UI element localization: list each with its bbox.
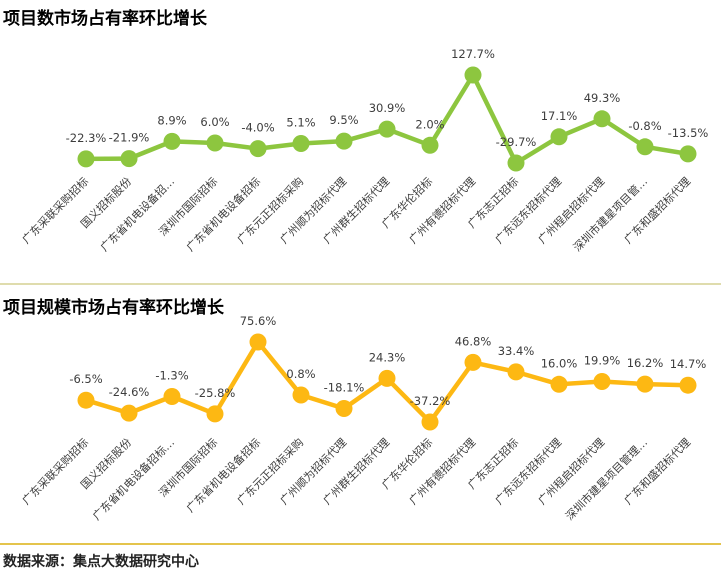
data-point-value-label: -6.5% <box>69 372 102 386</box>
data-point-value-label: 16.2% <box>627 356 664 370</box>
data-point-value-label: -13.5% <box>668 126 709 140</box>
data-point-value-label: 2.0% <box>415 117 444 131</box>
data-point-value-label: 30.9% <box>369 101 406 115</box>
project-count-chart-title: 项目数市场占有率环比增长 <box>3 9 207 29</box>
data-point-marker <box>679 376 697 394</box>
data-point-marker <box>421 413 439 431</box>
section-divider <box>0 283 721 285</box>
data-point-value-label: -37.2% <box>410 394 451 408</box>
data-point-value-label: 46.8% <box>455 334 492 348</box>
data-point-value-label: 75.6% <box>240 314 277 328</box>
data-point-value-label: 127.7% <box>451 47 495 61</box>
data-point-marker <box>550 375 568 393</box>
data-point-value-label: 17.1% <box>541 109 578 123</box>
data-point-marker <box>292 135 310 152</box>
category-axis-label: 深圳市建星项目管… <box>570 174 650 254</box>
category-axis-label: 广东采联采购招标 <box>19 435 91 507</box>
data-point-marker <box>636 138 654 156</box>
data-point-value-label: -25.8% <box>195 386 236 400</box>
data-point-value-label: 9.5% <box>329 113 358 127</box>
data-point-value-label: -4.0% <box>241 121 274 135</box>
project-scale-chart-section: 项目规模市场占有率环比增长 -6.5% 广东采联采购招标 -24.6% 国义招标股份 -… <box>0 285 721 543</box>
data-point-marker <box>206 134 224 152</box>
data-source-note: 数据来源：集点大数据研究中心 <box>3 554 199 570</box>
data-point-value-label: 24.3% <box>369 350 406 364</box>
data-point-value-label: 0.8% <box>286 367 315 381</box>
category-axis-label: 广东省机电设备招… <box>97 174 177 254</box>
data-point-marker <box>249 140 267 158</box>
data-point-marker <box>292 386 310 404</box>
data-point-marker <box>679 145 697 163</box>
data-point-marker <box>593 110 611 128</box>
data-point-marker <box>120 150 138 168</box>
category-axis-label: 广东省机电设备招标 <box>183 435 263 515</box>
data-point-marker <box>249 333 267 351</box>
category-axis-label: 深圳市建星项目管理… <box>562 435 650 523</box>
data-point-value-label: -29.7% <box>496 135 537 149</box>
data-point-value-label: -21.9% <box>109 131 150 145</box>
data-point-marker <box>464 353 482 371</box>
project-scale-line-chart: -6.5%广东采联采购招标-24.6%国义招标股份-1.3%广东省机电设备招标…… <box>19 314 707 523</box>
data-point-marker <box>507 363 525 381</box>
data-point-value-label: -18.1% <box>324 381 365 395</box>
data-point-marker <box>464 66 482 84</box>
project-scale-chart-title: 项目规模市场占有率环比增长 <box>3 298 224 318</box>
category-axis-label: 广东省机电设备招标 <box>183 174 263 254</box>
data-point-value-label: 16.0% <box>541 356 578 370</box>
data-point-value-label: 49.3% <box>584 91 621 105</box>
data-point-marker <box>206 405 224 423</box>
data-point-marker <box>378 120 396 138</box>
data-point-value-label: 5.1% <box>286 116 315 130</box>
data-point-value-label: -22.3% <box>66 131 107 145</box>
data-point-value-label: 19.9% <box>584 354 621 368</box>
data-point-value-label: 6.0% <box>200 115 229 129</box>
project-count-chart-section: 项目数市场占有率环比增长 -22.3% 广东采联采购招标 -21.9% 国义招标股份 8… <box>0 0 721 283</box>
data-point-marker <box>77 150 95 168</box>
data-point-marker <box>335 132 353 150</box>
data-point-value-label: -24.6% <box>109 385 150 399</box>
data-point-value-label: 33.4% <box>498 344 535 358</box>
data-point-marker <box>593 373 611 390</box>
data-point-marker <box>163 132 181 150</box>
data-point-marker <box>507 154 525 172</box>
data-point-marker <box>378 369 396 387</box>
data-point-marker <box>636 375 654 393</box>
footer-rule <box>0 543 721 545</box>
data-point-marker <box>550 128 568 146</box>
data-point-marker <box>335 400 353 417</box>
data-point-value-label: -1.3% <box>155 369 188 383</box>
data-point-value-label: 8.9% <box>157 113 186 127</box>
data-point-value-label: -0.8% <box>628 119 661 133</box>
category-axis-label: 广东省机电设备招标… <box>89 435 177 523</box>
data-point-marker <box>163 388 181 405</box>
category-axis-label: 广东采联采购招标 <box>19 174 91 246</box>
data-point-marker <box>421 136 439 154</box>
data-point-value-label: 14.7% <box>670 357 707 371</box>
project-count-line-chart: -22.3%广东采联采购招标-21.9%国义招标股份8.9%广东省机电设备招…6… <box>19 47 709 254</box>
data-point-marker <box>120 404 138 422</box>
data-point-marker <box>77 391 95 409</box>
